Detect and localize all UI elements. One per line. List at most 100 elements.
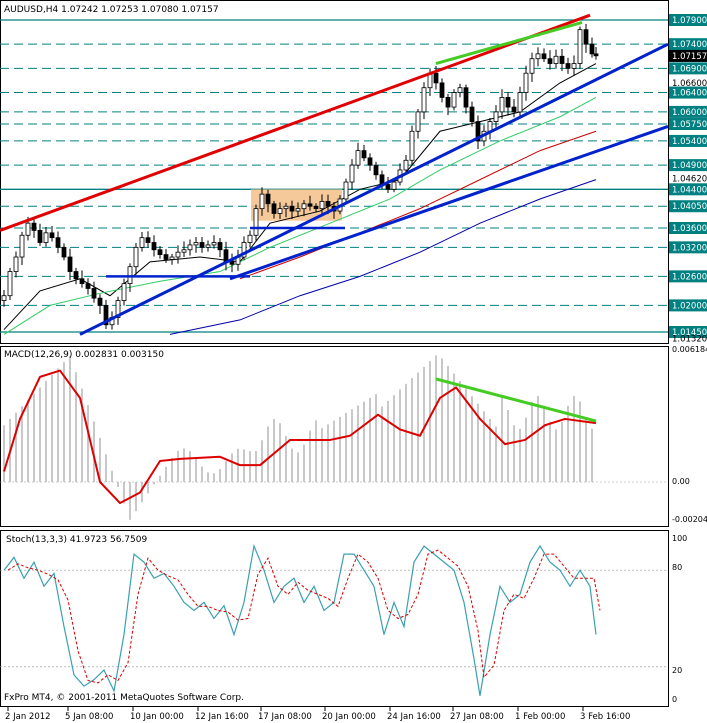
stoch-scale-label: 20 [672,666,682,675]
divergence-line-macd [435,377,597,423]
copyright-text: FxPro MT4, © 2001-2011 MetaQuotes Softwa… [4,693,244,703]
price-label-box [669,49,707,62]
price-label-box [669,86,707,99]
price-label-box [669,222,707,234]
candle-body [415,111,421,132]
ma-slow [239,130,597,280]
macd-signal-line [3,369,597,505]
price-label: 1.01320 [672,334,707,344]
price-label: 1.05400 [672,137,707,147]
time-label: 10 Jan 00:00 [130,712,184,722]
candle-body [535,53,541,60]
candle-body [55,237,61,248]
candle-body [565,63,571,69]
candle-body [529,58,535,74]
candle-body [547,58,553,64]
candle-body [259,193,265,210]
price-label: 1.04050 [672,202,707,212]
price-label: 1.06400 [672,89,707,99]
candle-body [391,181,397,190]
candle-body [283,205,289,210]
candle-body [67,256,73,272]
candle-body [13,256,19,272]
candle-body [349,164,355,183]
candle-body [247,234,253,243]
candle-body [589,43,595,55]
candle-body [265,193,271,205]
candle-body [121,283,127,301]
candle-body [73,271,79,280]
main-panel[interactable] [0,0,669,344]
candle-body [307,203,313,207]
price-label: 1.04900 [672,161,707,171]
price-label: 1.02600 [672,272,707,282]
candle-body [313,205,319,210]
price-label: 1.05750 [672,120,707,130]
trendlines[interactable] [0,13,669,336]
candle-body [421,87,427,113]
candle-body [301,203,307,210]
candle-body [151,242,157,251]
price-label: 1.06000 [672,108,707,118]
candle-body [241,242,247,258]
candle-body [457,87,463,93]
candle-body [523,72,529,93]
price-label-box [669,183,707,196]
candle-body [91,288,97,299]
price-label-box [669,38,707,51]
candle-body [49,232,55,239]
price-label: 1.07900 [672,16,707,26]
time-label: 24 Jan 16:00 [387,712,441,722]
candle-body [145,237,151,243]
ma-fast [3,63,597,330]
price-label-box [669,105,707,118]
candle-body [373,164,379,176]
price-label: 1.04400 [672,185,707,195]
candle-body [499,96,505,113]
time-axis: 2 Jan 2012 5 Jan 08:00 10 Jan 00:00 12 Jan … [5,707,630,722]
candle-body [571,63,577,69]
price-label-box [669,14,707,26]
candle-body [541,53,547,60]
candle-body [583,29,589,45]
time-label: 1 Feb 00:00 [515,712,565,722]
candle-body [559,55,565,64]
stoch-scale-label: 100 [672,534,687,543]
candle-body [403,159,409,171]
candle-body [85,283,91,289]
candle-body [463,87,469,108]
candle-body [133,246,139,268]
candle-body [187,244,193,251]
candle-body [593,53,599,57]
price-label-box [669,200,707,213]
candle-body [511,106,517,113]
candle-body [553,55,559,64]
stoch-panel[interactable] [0,530,669,707]
candle-body [115,300,121,318]
candle-body [367,157,373,166]
support-line-steep [79,42,669,336]
candle-body [97,297,103,306]
price-label: 1.03600 [672,224,707,234]
candle-body [517,92,523,113]
candle-body [175,251,181,258]
candle-body [139,237,145,248]
time-label: 3 Feb 16:00 [580,712,630,722]
stoch-scale-label: 0 [672,695,677,704]
main-title: AUDUSD,H4 1.07242 1.07253 1.07080 1.0715… [4,5,219,15]
candle-body [439,82,445,98]
stochastic-indicator: 100 80 20 0 [0,534,687,704]
candle-body [1,295,7,301]
candle-body [385,184,391,190]
candle-body [277,208,283,214]
candle-body [103,304,109,326]
candle-body [577,29,583,64]
time-label: 27 Jan 08:00 [450,712,504,722]
candle-body [31,222,37,231]
candle-body [193,242,199,246]
candle-body [211,242,217,246]
candle-body [343,181,349,200]
candle-body [325,200,331,207]
